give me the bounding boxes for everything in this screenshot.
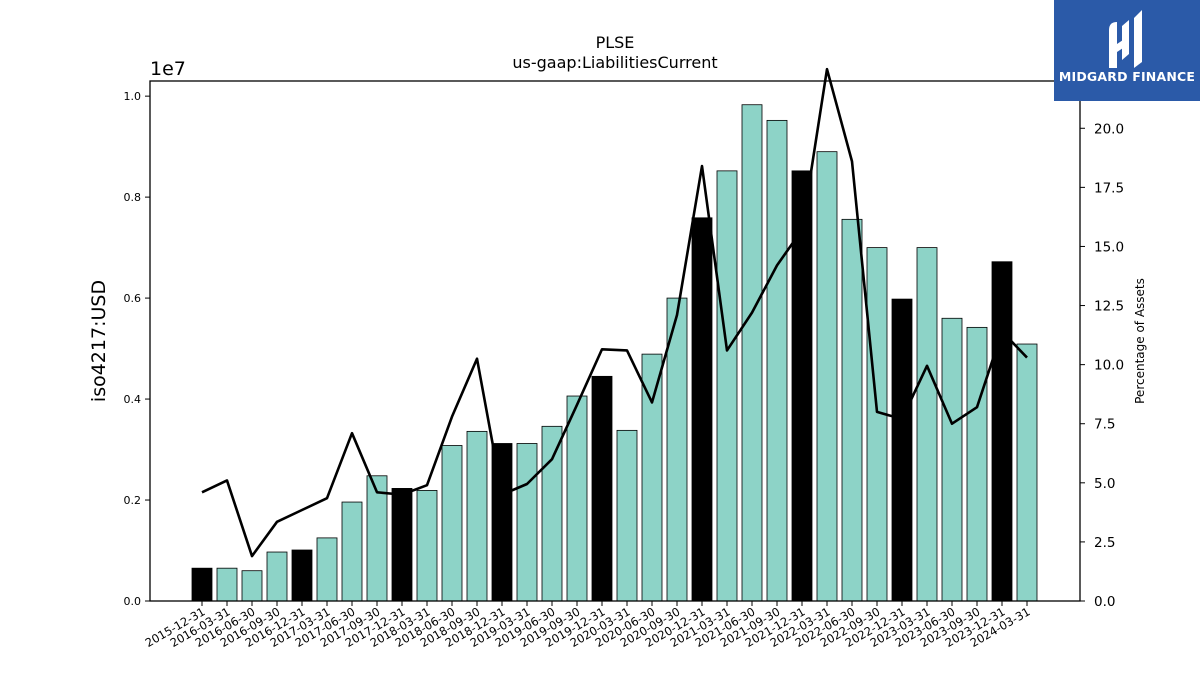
bar-2020-12-31 xyxy=(691,217,713,602)
bar-2018-06-30 xyxy=(441,445,463,602)
midgard-logo-mark-icon xyxy=(1109,10,1142,68)
logo-text: MIDGARD FINANCE xyxy=(1058,69,1196,84)
y2-tick-label: 10.0 xyxy=(1094,358,1124,374)
bar-2022-06-30 xyxy=(841,218,863,602)
y2-tick-label: 2.5 xyxy=(1094,535,1115,551)
plot-frame xyxy=(149,80,1081,602)
bar-2021-09-30 xyxy=(766,119,788,602)
y2-tick-label: 15.0 xyxy=(1094,239,1124,255)
bar-2023-09-30 xyxy=(966,326,988,602)
line-path xyxy=(201,67,1028,558)
bar-2017-12-31 xyxy=(391,488,413,602)
bar-2016-12-31 xyxy=(291,549,313,602)
bar-2019-12-31 xyxy=(591,375,613,602)
y-tick-label: 0.0 xyxy=(124,595,142,608)
y2-tick-label: 12.5 xyxy=(1094,299,1124,315)
bar-2018-09-30 xyxy=(466,430,488,602)
chart-subtitle: us-gaap:LiabilitiesCurrent xyxy=(512,53,717,72)
bar-2016-06-30 xyxy=(241,570,263,602)
y-tick-label: 0.2 xyxy=(124,494,142,507)
bar-2017-03-31 xyxy=(316,537,338,602)
chart-title: PLSE xyxy=(596,33,635,52)
bar-2017-06-30 xyxy=(341,501,363,602)
bar-2021-06-30 xyxy=(741,104,763,602)
y2-tick-label: 17.5 xyxy=(1094,180,1124,196)
bar-2023-06-30 xyxy=(941,317,963,602)
line-series xyxy=(201,67,1028,558)
y-tick-label: 0.6 xyxy=(124,292,142,305)
bar-2023-03-31 xyxy=(916,247,938,602)
bar-2022-12-31 xyxy=(891,298,913,602)
bar-2019-09-30 xyxy=(566,395,588,602)
y-tick-label: 0.8 xyxy=(124,191,142,204)
y-axis-label: iso4217:USD xyxy=(88,280,110,402)
bar-2016-03-31 xyxy=(216,567,238,602)
bar-2019-06-30 xyxy=(541,425,563,602)
y-offset-label: 1e7 xyxy=(150,58,186,80)
bar-2021-12-31 xyxy=(791,170,813,602)
bar-2024-03-31 xyxy=(1016,343,1038,602)
bar-2022-03-31 xyxy=(816,151,838,602)
y2-axis-ticks: 0.0 2.5 5.0 7.5 10.0 12.5 15.0 17.5 20.0 xyxy=(1080,121,1124,610)
bar-2016-09-30 xyxy=(266,551,288,602)
bar-series xyxy=(191,104,1038,602)
bar-2022-09-30 xyxy=(866,247,888,602)
midgard-finance-logo: MIDGARD FINANCE xyxy=(1054,0,1200,101)
bar-2023-12-31 xyxy=(991,261,1013,602)
bar-2015-12-31 xyxy=(191,567,213,602)
y-tick-label: 1.0 xyxy=(124,90,142,103)
y2-tick-label: 20.0 xyxy=(1094,121,1124,137)
y2-tick-label: 0.0 xyxy=(1094,594,1115,610)
y2-tick-label: 5.0 xyxy=(1094,476,1115,492)
y2-axis-label: Percentage of Assets xyxy=(1133,278,1147,404)
bar-2019-03-31 xyxy=(516,443,538,602)
bar-2017-09-30 xyxy=(366,475,388,602)
x-axis-ticks: 2015-12-312016-03-312016-06-302016-09-30… xyxy=(143,601,1033,650)
bar-2018-12-31 xyxy=(491,443,513,602)
bar-2018-03-31 xyxy=(416,490,438,602)
y-tick-label: 0.4 xyxy=(124,393,142,406)
y-axis-ticks: 0.0 0.2 0.4 0.6 0.8 1.0 xyxy=(124,90,150,608)
bar-2021-03-31 xyxy=(716,170,738,602)
bar-2020-03-31 xyxy=(616,429,638,602)
y2-tick-label: 7.5 xyxy=(1094,417,1115,433)
bar-2020-06-30 xyxy=(641,353,663,602)
